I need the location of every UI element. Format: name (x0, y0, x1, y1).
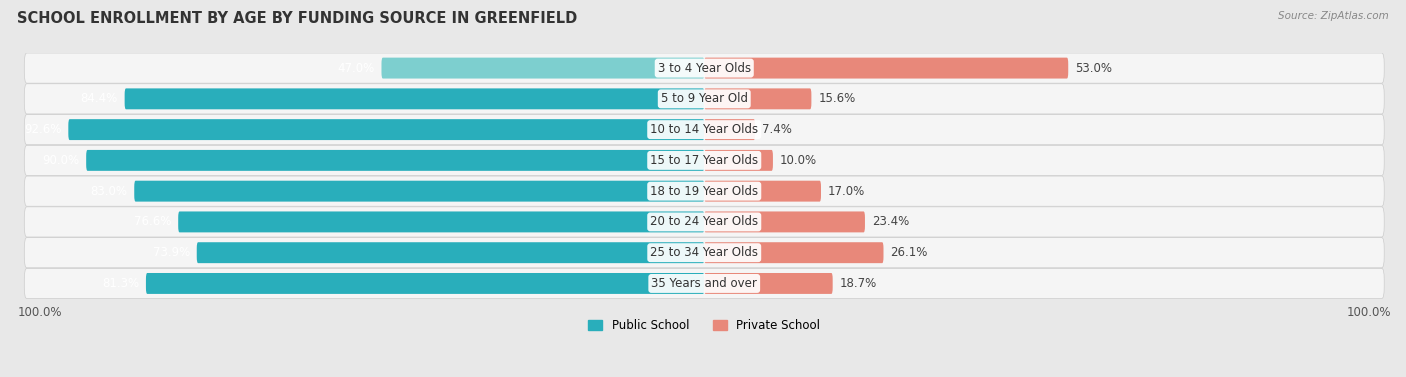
Text: 73.9%: 73.9% (153, 246, 190, 259)
Text: 47.0%: 47.0% (337, 61, 374, 75)
FancyBboxPatch shape (146, 273, 704, 294)
FancyBboxPatch shape (704, 211, 865, 232)
Text: 7.4%: 7.4% (762, 123, 792, 136)
Text: 100.0%: 100.0% (1347, 306, 1391, 319)
FancyBboxPatch shape (704, 119, 755, 140)
FancyBboxPatch shape (381, 58, 704, 78)
Text: 18.7%: 18.7% (839, 277, 877, 290)
FancyBboxPatch shape (24, 238, 1384, 268)
FancyBboxPatch shape (86, 150, 704, 171)
Text: 92.6%: 92.6% (24, 123, 62, 136)
Text: 35 Years and over: 35 Years and over (651, 277, 758, 290)
Text: 10 to 14 Year Olds: 10 to 14 Year Olds (650, 123, 758, 136)
FancyBboxPatch shape (24, 84, 1384, 114)
FancyBboxPatch shape (704, 242, 883, 263)
Text: SCHOOL ENROLLMENT BY AGE BY FUNDING SOURCE IN GREENFIELD: SCHOOL ENROLLMENT BY AGE BY FUNDING SOUR… (17, 11, 576, 26)
FancyBboxPatch shape (24, 115, 1384, 145)
Text: 15.6%: 15.6% (818, 92, 855, 105)
Text: 90.0%: 90.0% (42, 154, 79, 167)
FancyBboxPatch shape (704, 273, 832, 294)
FancyBboxPatch shape (24, 145, 1384, 175)
Text: 83.0%: 83.0% (90, 185, 128, 198)
FancyBboxPatch shape (24, 176, 1384, 206)
FancyBboxPatch shape (704, 150, 773, 171)
Text: 26.1%: 26.1% (890, 246, 928, 259)
Text: 15 to 17 Year Olds: 15 to 17 Year Olds (650, 154, 758, 167)
FancyBboxPatch shape (197, 242, 704, 263)
FancyBboxPatch shape (24, 53, 1384, 83)
Text: 76.6%: 76.6% (134, 215, 172, 228)
FancyBboxPatch shape (24, 207, 1384, 237)
Text: 3 to 4 Year Olds: 3 to 4 Year Olds (658, 61, 751, 75)
Text: 53.0%: 53.0% (1076, 61, 1112, 75)
FancyBboxPatch shape (704, 181, 821, 202)
Legend: Public School, Private School: Public School, Private School (588, 319, 821, 332)
Text: 18 to 19 Year Olds: 18 to 19 Year Olds (650, 185, 758, 198)
Text: Source: ZipAtlas.com: Source: ZipAtlas.com (1278, 11, 1389, 21)
FancyBboxPatch shape (179, 211, 704, 232)
Text: 25 to 34 Year Olds: 25 to 34 Year Olds (650, 246, 758, 259)
FancyBboxPatch shape (24, 268, 1384, 299)
FancyBboxPatch shape (704, 88, 811, 109)
Text: 81.3%: 81.3% (103, 277, 139, 290)
Text: 10.0%: 10.0% (780, 154, 817, 167)
FancyBboxPatch shape (69, 119, 704, 140)
FancyBboxPatch shape (134, 181, 704, 202)
Text: 84.4%: 84.4% (80, 92, 118, 105)
Text: 23.4%: 23.4% (872, 215, 910, 228)
FancyBboxPatch shape (125, 88, 704, 109)
Text: 100.0%: 100.0% (17, 306, 62, 319)
FancyBboxPatch shape (704, 58, 1069, 78)
Text: 20 to 24 Year Olds: 20 to 24 Year Olds (650, 215, 758, 228)
Text: 17.0%: 17.0% (828, 185, 865, 198)
Text: 5 to 9 Year Old: 5 to 9 Year Old (661, 92, 748, 105)
